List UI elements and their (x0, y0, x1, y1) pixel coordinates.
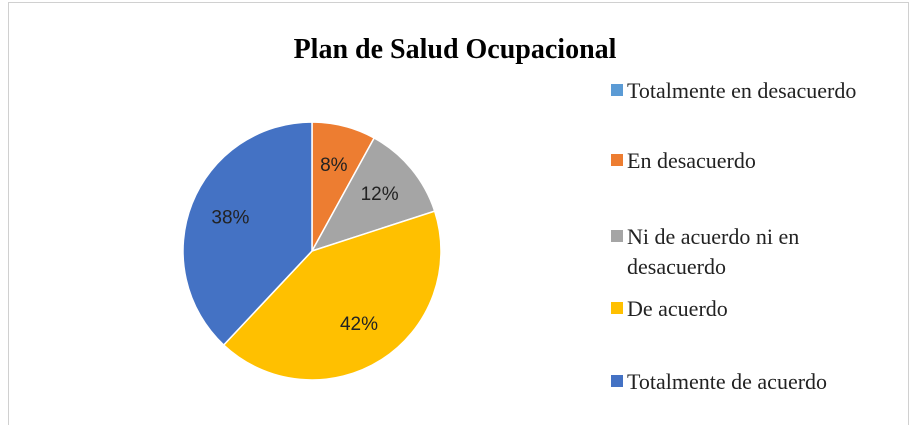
legend-item: De acuerdo (611, 294, 881, 324)
pie-slice (310, 136, 436, 253)
legend-item: Totalmente de acuerdo (611, 367, 881, 397)
data-label: 12% (361, 184, 399, 205)
legend-label: De acuerdo (627, 296, 728, 321)
legend-label: Totalmente en desacuerdo (627, 78, 857, 103)
legend-swatch (611, 84, 623, 96)
data-label: 8% (320, 155, 348, 176)
legend-swatch (611, 154, 623, 166)
legend-label: Ni de acuerdo ni en desacuerdo (627, 224, 800, 279)
chart-title: Plan de Salud Ocupacional (294, 34, 617, 65)
legend-swatch (611, 230, 623, 242)
data-label: 42% (340, 314, 378, 335)
frame (8, 2, 909, 425)
pie-slice (182, 121, 313, 347)
data-label: 38% (211, 208, 249, 229)
legend-item: Totalmente en desacuerdo (611, 76, 881, 106)
legend-item: Ni de acuerdo ni en desacuerdo (611, 222, 881, 282)
legend-item: En desacuerdo (611, 146, 881, 176)
legend-label: Totalmente de acuerdo (627, 369, 828, 394)
legend-label: En desacuerdo (627, 148, 756, 173)
legend-swatch (611, 375, 623, 387)
pie-slice (222, 210, 442, 381)
legend-swatch (611, 302, 623, 314)
